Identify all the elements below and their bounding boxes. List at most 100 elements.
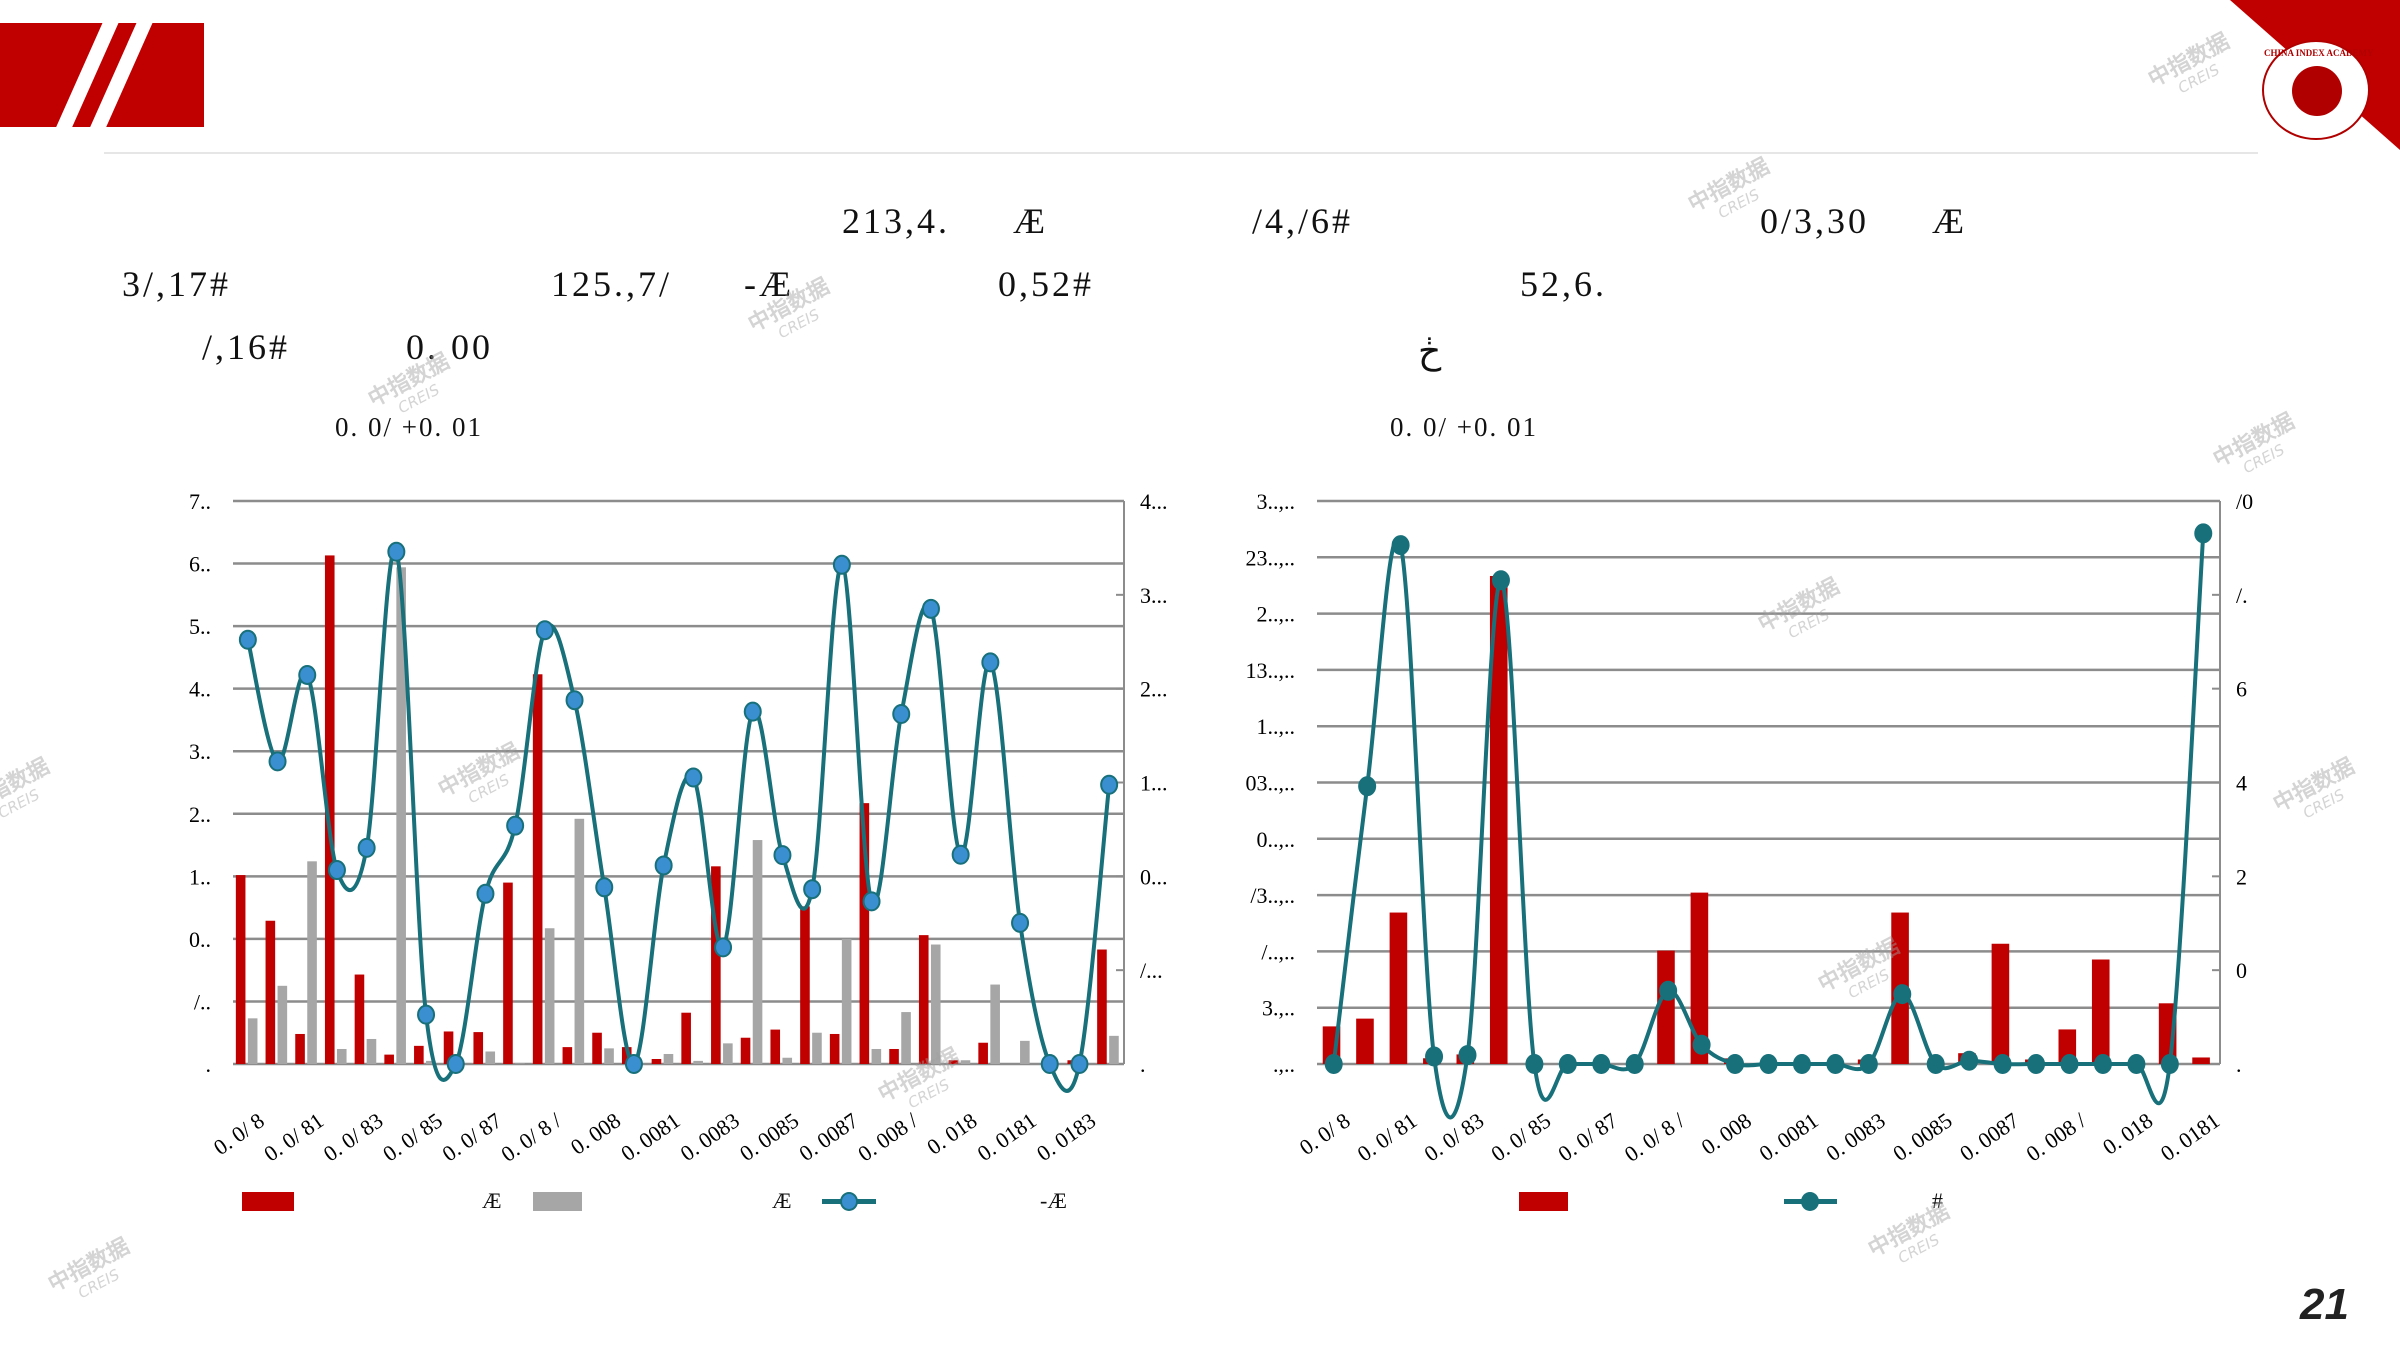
body-text: Æ — [1013, 201, 1049, 241]
body-text: -Æ — [744, 264, 794, 304]
gray-bar — [336, 1048, 347, 1064]
red-bar — [1356, 1018, 1374, 1064]
line-point — [743, 701, 762, 722]
y-tick-label: 4.. — [189, 677, 211, 702]
legend-swatch-red — [242, 1192, 294, 1211]
body-text: 125.,7/ — [551, 264, 673, 304]
y-tick-label: 0.. — [189, 927, 211, 952]
line-point — [595, 877, 614, 898]
body-text: 0. 00 — [406, 327, 493, 367]
x-tick-label: 0. 008 / — [853, 1107, 923, 1166]
gray-bar — [693, 1060, 703, 1064]
line-point — [862, 891, 881, 912]
chart-title-left: 0. 0/ +0. 01 — [335, 412, 483, 442]
body-text: 52,6. — [1520, 264, 1607, 304]
line-point — [1324, 1054, 1343, 1074]
y2-tick-label: 4... — [1140, 489, 1168, 514]
line-point — [298, 664, 317, 685]
line-point — [1659, 980, 1678, 1001]
y-tick-label: 0..,.. — [1257, 827, 1296, 852]
x-tick-label: 0. 0083 — [676, 1108, 744, 1166]
line-point — [1070, 1054, 1089, 1074]
line-point — [624, 1054, 643, 1074]
gray-bar — [663, 1053, 674, 1064]
y-tick-label: 5.. — [189, 614, 211, 639]
line-point — [1926, 1054, 1945, 1074]
line-point — [654, 855, 673, 876]
gray-bar — [485, 1051, 496, 1064]
red-bar — [562, 1047, 573, 1064]
red-bar — [295, 1033, 305, 1064]
line-point — [1625, 1054, 1644, 1074]
line-point — [951, 844, 970, 865]
red-bar — [473, 1032, 484, 1064]
gray-bar — [307, 861, 317, 1064]
legend-marker — [1801, 1192, 1819, 1211]
line-point — [2127, 1054, 2146, 1074]
red-bar — [1097, 949, 1107, 1064]
gray-bar — [812, 1032, 822, 1064]
red-bar — [384, 1054, 394, 1064]
line-point — [1826, 1054, 1845, 1074]
y-tick-label: 23..,.. — [1246, 545, 1296, 570]
y-tick-label: 1.. — [189, 864, 211, 889]
x-tick-label: 0. 0/ 8 / — [1620, 1107, 1690, 1167]
line-point — [1558, 1054, 1577, 1074]
line-point — [1592, 1054, 1611, 1074]
red-bar — [711, 866, 721, 1064]
y-tick-label: /3..,.. — [1250, 883, 1295, 908]
y2-tick-label: 0... — [1140, 864, 1168, 889]
line-point — [1040, 1054, 1059, 1074]
y-tick-label: 3..,.. — [1257, 489, 1296, 514]
red-bar — [948, 1060, 959, 1064]
gray-bar — [604, 1048, 614, 1064]
x-tick-label: 0. 0087 — [1955, 1108, 2023, 1166]
x-tick-label: 0. 0181 — [2156, 1108, 2224, 1166]
y2-tick-label: 2... — [1140, 677, 1168, 702]
y-tick-label: 1..,.. — [1257, 714, 1296, 739]
red-bar — [918, 935, 929, 1064]
x-tick-label: 0. 008 — [1697, 1108, 1756, 1160]
body-text: 213,4. — [842, 201, 950, 241]
body-text: ڂ — [1418, 331, 1442, 371]
red-bar — [265, 920, 276, 1064]
y2-tick-label: 0 — [2236, 958, 2247, 983]
y-tick-label: 2.. — [189, 802, 211, 827]
line-point — [446, 1054, 465, 1074]
line-point — [327, 860, 346, 881]
y-tick-label: .,.. — [1273, 1052, 1295, 1077]
line-point — [1726, 1054, 1745, 1074]
china-index-academy-logo: CHINA INDEX ACADEMY — [2262, 40, 2374, 140]
line-point — [832, 554, 851, 575]
red-bar — [859, 803, 870, 1064]
gray-bar — [901, 1012, 911, 1064]
x-tick-label: 0. 0083 — [1821, 1108, 1889, 1166]
y-tick-label: 3.,.. — [1262, 996, 1295, 1021]
header-brand-block — [0, 23, 204, 127]
line-point — [773, 845, 792, 866]
y-tick-label: 3.. — [189, 739, 211, 764]
red-bar — [443, 1031, 454, 1064]
x-tick-label: 0. 0081 — [616, 1108, 684, 1166]
x-tick-label: 0. 0081 — [1754, 1108, 1822, 1166]
red-bar — [829, 1033, 840, 1064]
line-point — [2060, 1054, 2079, 1074]
line-point — [892, 704, 911, 725]
y2-tick-label: 4 — [2236, 771, 2247, 796]
x-tick-label: 0. 0/ 81 — [1353, 1108, 1422, 1167]
line-point — [1759, 1054, 1778, 1074]
red-bar — [414, 1045, 424, 1064]
x-tick-label: 0. 018 — [2098, 1108, 2157, 1160]
y-tick-label: /..,.. — [1261, 939, 1295, 964]
header-divider — [104, 152, 2258, 154]
red-bar — [503, 882, 513, 1064]
red-bar — [1657, 950, 1675, 1064]
y2-tick-label: . — [1140, 1052, 1146, 1077]
y-tick-label: 6.. — [189, 552, 211, 577]
red-bar — [532, 674, 543, 1064]
gray-bar — [574, 818, 585, 1064]
line-point — [357, 837, 376, 858]
line-point — [1458, 1045, 1477, 1066]
gray-bar — [1109, 1035, 1119, 1064]
red-bar — [770, 1029, 781, 1064]
